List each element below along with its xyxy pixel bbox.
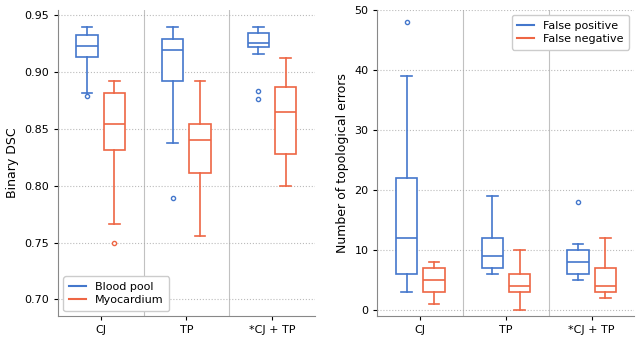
- PathPatch shape: [481, 238, 503, 268]
- Y-axis label: Binary DSC: Binary DSC: [6, 128, 19, 198]
- PathPatch shape: [595, 268, 616, 292]
- PathPatch shape: [248, 33, 269, 47]
- Legend: False positive, False negative: False positive, False negative: [512, 15, 629, 49]
- PathPatch shape: [396, 178, 417, 274]
- PathPatch shape: [509, 274, 531, 292]
- PathPatch shape: [275, 87, 296, 154]
- PathPatch shape: [104, 92, 125, 150]
- Legend: Blood pool, Myocardium: Blood pool, Myocardium: [63, 277, 169, 311]
- PathPatch shape: [423, 268, 445, 292]
- PathPatch shape: [76, 34, 98, 57]
- Y-axis label: Number of topological errors: Number of topological errors: [336, 73, 349, 253]
- PathPatch shape: [189, 124, 211, 173]
- PathPatch shape: [162, 39, 184, 81]
- PathPatch shape: [567, 250, 589, 274]
